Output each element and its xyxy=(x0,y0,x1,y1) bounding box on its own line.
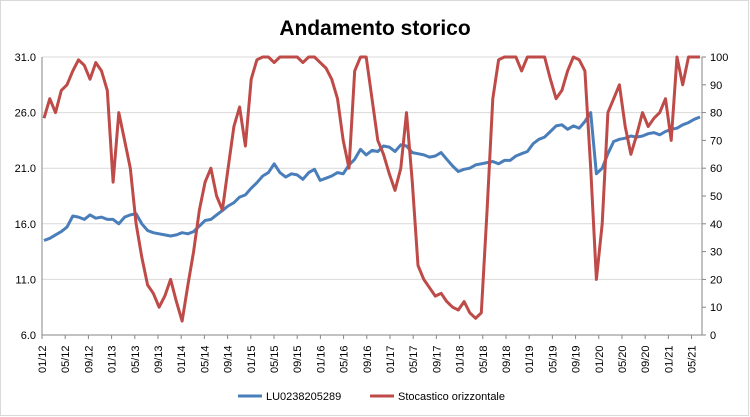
x-tick-label: 01/13 xyxy=(107,345,119,373)
x-tick-label: 01/12 xyxy=(37,345,49,373)
x-tick-label: 09/18 xyxy=(501,345,513,373)
y-right-tick-label: 100 xyxy=(710,52,728,64)
x-tick-label: 01/21 xyxy=(663,345,675,373)
series-line-2 xyxy=(42,55,700,323)
x-tick-label: 05/20 xyxy=(617,345,629,373)
x-tick-label: 05/16 xyxy=(339,345,351,373)
x-tick-label: 09/20 xyxy=(640,345,652,373)
x-tick-label: 05/14 xyxy=(199,345,211,373)
x-tick-label: 01/19 xyxy=(524,345,536,373)
y-left-tick-label: 26.0 xyxy=(15,108,36,120)
axes: 6.0 11.0 16.0 21.0 26.0 31.0 0 10 20 30 40 50 60 70 80… xyxy=(15,52,729,373)
chart-title: Andamento storico xyxy=(279,17,470,40)
x-tick-label: 09/19 xyxy=(571,345,583,373)
x-tick-label: 01/16 xyxy=(315,345,327,373)
x-tick-label: 05/15 xyxy=(269,345,281,373)
y-right-tick-label: 40 xyxy=(710,219,722,231)
x-tick-label: 05/13 xyxy=(130,345,142,373)
x-tick-label: 09/16 xyxy=(362,345,374,373)
y-right-tick-label: 70 xyxy=(710,135,722,147)
x-tick-label: 01/18 xyxy=(455,345,467,373)
x-tick-label: 09/14 xyxy=(223,345,235,373)
legend-label-series-2: Stocastico orizzontale xyxy=(398,391,505,403)
y-right-tick-label: 80 xyxy=(710,108,722,120)
y-right-tick-label: 60 xyxy=(710,163,722,175)
y-right-tick-label: 10 xyxy=(710,302,722,314)
y-left-tick-label: 21.0 xyxy=(15,163,36,175)
x-tick-label: 09/15 xyxy=(292,345,304,373)
y-right-tick-label: 20 xyxy=(710,274,722,286)
y-left-tick-label: 31.0 xyxy=(15,52,36,64)
x-tick-label: 01/14 xyxy=(176,345,188,373)
x-tick-label: 09/12 xyxy=(83,345,95,373)
x-tick-label: 05/17 xyxy=(408,345,420,373)
x-tick-label: 05/21 xyxy=(687,345,699,373)
y-right-tick-label: 90 xyxy=(710,80,722,92)
legend-label-series-1: LU0238205289 xyxy=(266,391,341,403)
x-tick-label: 01/17 xyxy=(385,345,397,373)
y-right-tick-label: 30 xyxy=(710,247,722,259)
series-line-1 xyxy=(43,111,701,242)
x-tick-label: 05/18 xyxy=(478,345,490,373)
y-left-tick-label: 6.0 xyxy=(21,330,36,342)
x-tick-label: 09/13 xyxy=(153,345,165,373)
y-left-tick-label: 11.0 xyxy=(15,274,36,286)
x-tick-label: 05/12 xyxy=(60,345,72,373)
y-right-tick-label: 0 xyxy=(710,330,716,342)
y-left-tick-label: 16.0 xyxy=(15,219,36,231)
x-tick-label: 05/19 xyxy=(547,345,559,373)
x-tick-label: 01/15 xyxy=(246,345,258,373)
series-lines xyxy=(42,55,701,323)
x-tick-label: 09/17 xyxy=(431,345,443,373)
y-right-tick-label: 50 xyxy=(710,191,722,203)
x-tick-label: 01/20 xyxy=(594,345,606,373)
legend: LU0238205289 Stocastico orizzontale xyxy=(238,391,505,403)
